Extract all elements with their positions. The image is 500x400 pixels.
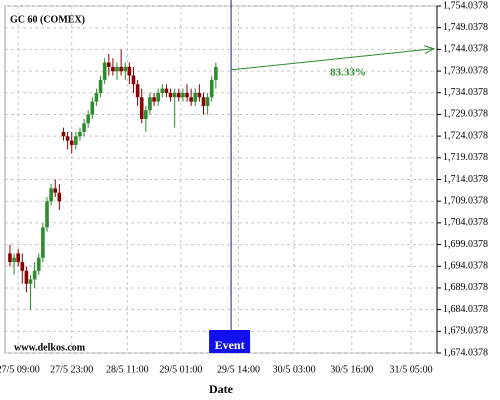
y-tick-label: 1,749.0378 bbox=[443, 22, 488, 33]
candle-body bbox=[164, 88, 169, 93]
watermark: www.delkos.com bbox=[14, 342, 86, 353]
x-tick-label: 30/5 16:00 bbox=[330, 364, 373, 375]
candle-body bbox=[127, 66, 132, 76]
candle-body bbox=[185, 92, 189, 98]
y-tick-label: 1,754.0378 bbox=[443, 0, 488, 11]
candle-body bbox=[123, 66, 128, 72]
candle-body bbox=[86, 114, 90, 124]
candle-body bbox=[36, 257, 41, 271]
event-box bbox=[209, 330, 251, 353]
y-tick-label: 1,719.0378 bbox=[443, 152, 488, 163]
x-tick-label: 27/5 09:00 bbox=[0, 364, 40, 375]
candle-body bbox=[98, 79, 103, 93]
candle-body bbox=[106, 62, 111, 67]
candle-body bbox=[12, 257, 16, 263]
y-tick-label: 1,714.0378 bbox=[443, 174, 488, 185]
y-tick-label: 1,734.0378 bbox=[443, 87, 488, 98]
projection-arrow bbox=[231, 48, 434, 71]
candle-body bbox=[41, 227, 45, 258]
candle-body bbox=[181, 92, 185, 98]
candle-body bbox=[172, 92, 177, 98]
candle-body bbox=[53, 188, 58, 193]
candle-body bbox=[78, 131, 82, 137]
y-tick-label: 1,729.0378 bbox=[443, 109, 488, 120]
candle-body bbox=[111, 66, 115, 72]
y-tick-label: 1,704.0378 bbox=[443, 217, 488, 228]
candle-body bbox=[57, 192, 62, 202]
y-tick-label: 1,674.0378 bbox=[443, 347, 488, 358]
candle-body bbox=[69, 140, 74, 145]
candle-body bbox=[45, 201, 49, 228]
y-tick-label: 1,699.0378 bbox=[443, 239, 488, 250]
candle-body bbox=[193, 92, 198, 102]
candle-body bbox=[32, 270, 37, 280]
candle-body bbox=[160, 88, 165, 93]
candle-body bbox=[135, 84, 140, 98]
candle-body bbox=[214, 66, 218, 80]
x-tick-label: 29/5 14:00 bbox=[217, 364, 260, 375]
candle-body bbox=[131, 75, 136, 85]
y-tick-label: 1,724.0378 bbox=[443, 130, 488, 141]
x-tick-label: 28/5 11:00 bbox=[106, 364, 149, 375]
candle-body bbox=[139, 97, 144, 119]
candle-body bbox=[61, 131, 66, 137]
y-tick-label: 1,684.0378 bbox=[443, 304, 488, 315]
projection-label: 83.33% bbox=[330, 67, 366, 79]
arrow-head bbox=[423, 45, 435, 54]
y-tick-label: 1,689.0378 bbox=[443, 282, 488, 293]
candle-body bbox=[28, 279, 33, 284]
candle-body bbox=[152, 97, 156, 102]
candle-body bbox=[156, 92, 160, 102]
event-label: Event bbox=[215, 338, 245, 352]
candle-body bbox=[148, 97, 152, 111]
candle-body bbox=[168, 92, 173, 98]
candle-body bbox=[176, 92, 181, 98]
y-tick-label: 1,739.0378 bbox=[443, 65, 488, 76]
candle-body bbox=[102, 62, 107, 80]
candle-body bbox=[24, 270, 29, 284]
candle-body bbox=[65, 136, 70, 141]
candle-body bbox=[189, 97, 193, 102]
y-tick-label: 1,679.0378 bbox=[443, 326, 488, 337]
candle-body bbox=[205, 97, 210, 106]
y-tick-label: 1,744.0378 bbox=[443, 44, 488, 55]
candle-body bbox=[94, 92, 99, 102]
y-tick-label: 1,709.0378 bbox=[443, 195, 488, 206]
candle-body bbox=[90, 101, 95, 115]
candle-body bbox=[201, 97, 206, 106]
candle-body bbox=[8, 253, 12, 263]
x-axis-label: Date bbox=[209, 382, 234, 396]
y-tick-label: 1,694.0378 bbox=[443, 261, 488, 272]
candle-body bbox=[209, 79, 214, 98]
x-tick-label: 31/5 05:00 bbox=[390, 364, 433, 375]
candle-body bbox=[197, 92, 202, 98]
candle-body bbox=[16, 253, 20, 263]
candle-body bbox=[49, 188, 53, 202]
candle-body bbox=[115, 66, 119, 72]
x-tick-label: 30/5 03:00 bbox=[273, 364, 316, 375]
candle-body bbox=[119, 66, 123, 72]
candle-body bbox=[82, 123, 86, 132]
candle-body bbox=[144, 110, 148, 119]
candle-body bbox=[74, 136, 78, 145]
chart-title: GC 60 (COMEX) bbox=[10, 14, 85, 25]
x-tick-label: 29/5 01:00 bbox=[159, 364, 202, 375]
candle-body bbox=[20, 262, 25, 271]
x-tick-label: 27/5 23:00 bbox=[50, 364, 93, 375]
